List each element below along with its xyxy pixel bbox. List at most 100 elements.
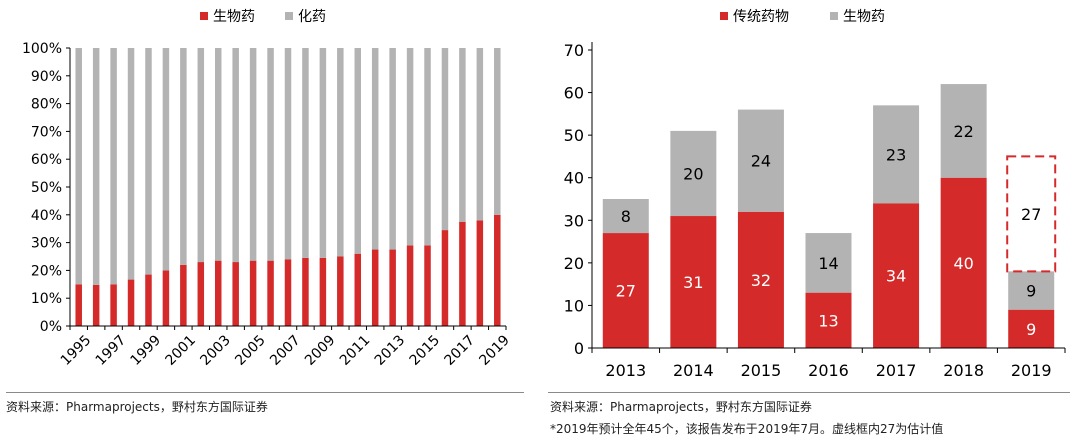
chart1-bar-chem [371, 48, 379, 250]
chart1-y-tick-label: 40% [31, 208, 62, 224]
chart1-y-tick-label: 0% [40, 319, 62, 335]
chart1-bar-bio [284, 259, 292, 326]
chart1-bar-chem [249, 48, 257, 261]
chart1-bar-chem [319, 48, 327, 258]
chart1-bar-bio [319, 257, 327, 326]
chart1-x-tick-label: 2003 [197, 332, 234, 369]
chart1-bar-bio [75, 284, 82, 326]
chart2-y-tick-label: 0 [574, 339, 584, 358]
chart2-x-tick-label: 2018 [943, 361, 984, 380]
chart1-bar-bio [371, 249, 379, 326]
chart2-data-label-traditional: 13 [818, 311, 838, 330]
chart1-bar-bio [441, 230, 449, 326]
chart1-y-tick-label: 60% [31, 152, 62, 168]
chart1-source: 资料来源：Pharmaprojects，野村东方国际证券 [6, 400, 268, 414]
chart2-legend-swatch [830, 12, 838, 20]
chart-bio-share: 生物药 化药 0% 10% 20% 30% 40% 50% 60% 70% 80% 90% 100% 1… [22, 9, 513, 369]
chart2-bar-traditional [737, 211, 784, 348]
chart1-legend-label: 生物药 [213, 9, 255, 25]
chart1-x-tick-label: 2011 [337, 332, 374, 369]
chart1-bar-bio [145, 274, 152, 326]
chart2-x-tick-label: 2013 [605, 361, 646, 380]
chart1-bar-bio [389, 249, 396, 326]
chart1-legend-swatch [200, 12, 208, 20]
chart1-bar-bio [302, 257, 309, 326]
chart2-estimate-label: 27 [1021, 205, 1041, 224]
chart2-y-tick-label: 70 [564, 41, 584, 60]
chart2-data-label-traditional: 40 [953, 254, 973, 273]
chart1-bar-bio [214, 260, 222, 326]
chart2-bar-traditional [602, 233, 649, 348]
chart2-source: 资料来源：Pharmaprojects，野村东方国际证券 [550, 400, 812, 414]
chart2-legend-label: 生物药 [843, 9, 885, 25]
chart1-bar-chem [424, 48, 431, 246]
chart1-bar-chem [180, 48, 187, 265]
chart1-bar-bio [476, 220, 484, 326]
chart1-bar-bio [162, 270, 170, 326]
chart1-bar-bio [180, 264, 187, 326]
chart2-data-label-bio: 20 [683, 164, 703, 183]
chart2-x-tick-label: 2015 [741, 361, 782, 380]
chart2-x-tick-label: 2019 [1011, 361, 1052, 380]
chart1-y-tick-label: 100% [22, 41, 62, 57]
chart1-bar-bio [92, 284, 100, 326]
chart1-legend: 生物药 化药 [200, 9, 326, 25]
chart2-bar-bio [873, 105, 920, 204]
chart1-bar-chem [389, 48, 396, 250]
chart1-bar-chem [267, 48, 274, 261]
chart1-bar-bio [459, 221, 466, 326]
chart1-bar-bio [110, 284, 117, 326]
chart1-bar-chem [406, 48, 414, 246]
chart1-bar-bio [494, 214, 501, 326]
chart1-x-tick-label: 2013 [372, 332, 409, 369]
chart1-bar-bio [249, 260, 257, 326]
chart2-data-label-bio: 22 [953, 122, 973, 141]
chart2-legend: 传统药物 生物药 [720, 9, 885, 25]
chart2-bar-traditional [1008, 309, 1055, 348]
chart2-y-tick-label: 30 [564, 211, 584, 230]
chart1-legend-swatch [285, 12, 293, 20]
chart1-y-tick-label: 90% [31, 69, 62, 85]
chart1-bar-bio [424, 245, 431, 326]
chart1-x-tick-label: 1995 [58, 332, 95, 369]
chart2-data-label-bio: 24 [751, 152, 771, 171]
chart2-bar-bio [737, 109, 784, 212]
chart1-bars [75, 48, 501, 326]
chart1-y-tick-label: 20% [31, 263, 62, 279]
chart2-bar-traditional [805, 292, 852, 348]
chart1-y-tick-label: 70% [31, 124, 62, 140]
chart1-bar-chem [302, 48, 309, 258]
chart2-data-label-traditional: 31 [683, 273, 703, 292]
chart1-bar-chem [197, 48, 205, 263]
chart1-x-tick-label: 1997 [93, 332, 130, 369]
chart2-data-label-traditional: 9 [1026, 320, 1036, 339]
chart2-bar-bio [805, 233, 852, 293]
chart1-y-tick-label: 10% [31, 291, 62, 307]
chart2-y-tick-label: 50 [564, 126, 584, 145]
chart2-x-tick-label: 2014 [673, 361, 714, 380]
chart2-x-tick-label: 2016 [808, 361, 849, 380]
chart1-x-tick-label: 2007 [267, 332, 304, 369]
chart1-bar-chem [476, 48, 484, 221]
chart1-bar-chem [214, 48, 222, 261]
chart2-data-label-bio: 23 [886, 145, 906, 164]
chart2-data-label-bio: 8 [621, 207, 631, 226]
chart1-bar-chem [459, 48, 466, 222]
chart1-bar-chem [110, 48, 117, 285]
chart1-bar-chem [354, 48, 362, 254]
chart1-bar-chem [284, 48, 292, 260]
chart1-bar-bio [267, 260, 274, 326]
chart2-y-tick-label: 20 [564, 254, 584, 273]
chart1-bar-chem [75, 48, 82, 285]
chart2-estimate-box [1006, 155, 1057, 273]
chart1-x-tick-label: 2017 [441, 332, 478, 369]
chart1-y-tick-label: 50% [31, 180, 62, 196]
chart2-bar-bio [670, 130, 717, 217]
chart2-x-tick-label: 2017 [876, 361, 917, 380]
chart1-bar-bio [337, 256, 344, 326]
chart1-bar-chem [337, 48, 344, 257]
chart1-bar-bio [406, 245, 414, 326]
chart2-note: *2019年预计全年45个，该报告发布于2019年7月。虚线框内27为估计值 [550, 422, 944, 436]
chart2-data-label-traditional: 34 [886, 267, 906, 286]
chart2-y-tick-label: 60 [564, 84, 584, 103]
